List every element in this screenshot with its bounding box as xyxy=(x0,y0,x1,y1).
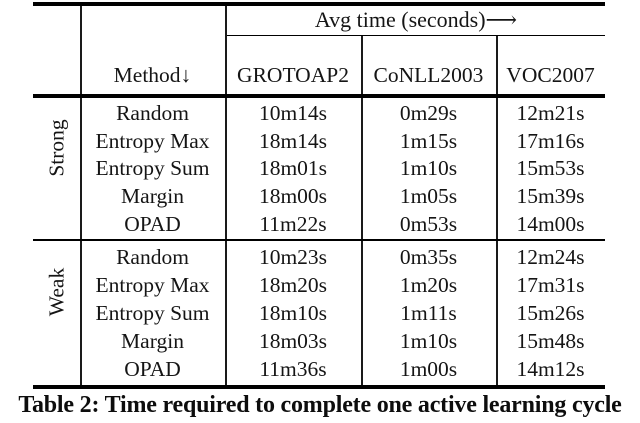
table-row: Random 10m23s 0m35s 12m24s xyxy=(80,243,605,271)
column-header-voc2007: VOC2007 xyxy=(506,63,595,87)
value-cell: 1m11s xyxy=(400,300,457,325)
value-cell: 18m01s xyxy=(258,156,328,181)
value-cell: 14m12s xyxy=(516,356,585,381)
value-cell: 1m10s xyxy=(399,156,458,181)
group-label-strong: Strong xyxy=(44,119,68,177)
value-cell: 14m00s xyxy=(516,211,585,236)
value-cell: 18m00s xyxy=(258,184,328,209)
vertical-rule-col2-divider xyxy=(496,36,498,385)
table-row: OPAD 11m36s 1m00s 14m12s xyxy=(80,355,605,383)
value-cell: 11m22s xyxy=(259,211,327,236)
value-cell: 18m20s xyxy=(258,272,328,297)
vertical-rule-col1-divider xyxy=(361,36,363,385)
value-cell: 1m05s xyxy=(399,184,458,209)
method-cell: Margin xyxy=(121,184,184,209)
value-cell: 15m26s xyxy=(516,300,585,325)
value-cell: 18m14s xyxy=(258,128,328,153)
table-caption: Table 2: Time required to complete one a… xyxy=(18,392,622,418)
value-cell: 15m53s xyxy=(516,156,585,181)
table-row: Margin 18m00s 1m05s 15m39s xyxy=(80,183,605,211)
table-row: OPAD 11m22s 0m53s 14m00s xyxy=(80,210,605,238)
column-header-row: Method↓ GROTOAP2 CoNLL2003 VOC2007 xyxy=(33,60,605,90)
value-cell: 0m53s xyxy=(399,211,458,236)
value-cell: 15m39s xyxy=(516,184,585,209)
table-row: Random 10m14s 0m29s 12m21s xyxy=(80,100,605,128)
value-cell: 17m31s xyxy=(516,272,585,297)
table-bottom-rule xyxy=(33,385,605,389)
method-cell: Random xyxy=(116,101,189,126)
value-cell: 11m36s xyxy=(259,356,327,381)
section-rows: Random 10m23s 0m35s 12m24s Entropy Max 1… xyxy=(80,243,605,383)
table-row: Entropy Max 18m20s 1m20s 17m31s xyxy=(80,271,605,299)
table-row: Margin 18m03s 1m10s 15m48s xyxy=(80,327,605,355)
section-strong: Strong Random 10m14s 0m29s 12m21s Entrop… xyxy=(33,100,605,238)
value-cell: 10m14s xyxy=(258,101,328,126)
value-cell: 10m23s xyxy=(258,244,328,269)
value-cell: 1m15s xyxy=(399,128,458,153)
method-cell: Margin xyxy=(121,328,184,353)
value-cell: 1m00s xyxy=(399,356,458,381)
section-weak: Weak Random 10m23s 0m35s 12m24s Entropy … xyxy=(33,243,605,383)
value-cell: 15m48s xyxy=(516,328,585,353)
column-header-method: Method↓ xyxy=(113,63,192,87)
value-cell: 18m10s xyxy=(258,300,328,325)
column-header-conll2003: CoNLL2003 xyxy=(373,63,484,87)
value-cell: 18m03s xyxy=(258,328,328,353)
table-row: Entropy Max 18m14s 1m15s 17m16s xyxy=(80,128,605,156)
method-cell: OPAD xyxy=(124,356,181,381)
value-cell: 1m20s xyxy=(399,272,458,297)
group-label-cell: Weak xyxy=(33,243,80,383)
vertical-rule-method-divider xyxy=(225,5,227,385)
value-cell: 12m21s xyxy=(516,101,585,126)
value-cell: 0m29s xyxy=(399,101,458,126)
table-row: Entropy Sum 18m01s 1m10s 15m53s xyxy=(80,155,605,183)
top-rule xyxy=(33,2,605,6)
table-row: Entropy Sum 18m10s 1m11s 15m26s xyxy=(80,299,605,327)
header-bottom-rule xyxy=(33,94,605,98)
method-cell: Entropy Max xyxy=(95,128,210,153)
value-cell: 1m10s xyxy=(399,328,458,353)
value-cell: 17m16s xyxy=(516,128,585,153)
vertical-rule-group-divider xyxy=(80,6,82,385)
method-cell: Random xyxy=(116,244,189,269)
method-cell: Entropy Sum xyxy=(95,300,210,325)
method-cell: OPAD xyxy=(124,211,181,236)
column-header-grotoap2: GROTOAP2 xyxy=(237,63,349,87)
method-cell: Entropy Max xyxy=(95,272,210,297)
section-rows: Random 10m14s 0m29s 12m21s Entropy Max 1… xyxy=(80,100,605,238)
method-cell: Entropy Sum xyxy=(95,156,210,181)
avg-time-underline xyxy=(227,34,605,37)
value-cell: 12m24s xyxy=(516,244,585,269)
group-label-cell: Strong xyxy=(33,100,80,238)
value-cell: 0m35s xyxy=(399,244,458,269)
group-label-weak: Weak xyxy=(44,267,68,317)
section-divider-rule xyxy=(33,238,605,242)
avg-time-span-header: Avg time (seconds)⟶ xyxy=(314,7,518,32)
